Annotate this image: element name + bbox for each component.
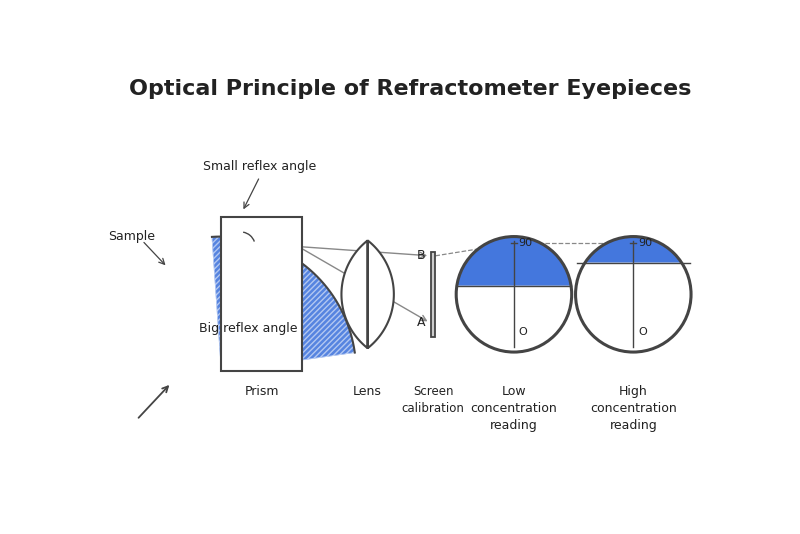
Polygon shape	[457, 237, 571, 286]
Bar	[222, 217, 302, 371]
Text: Optical Principle of Refractometer Eyepieces: Optical Principle of Refractometer Eyepi…	[129, 78, 691, 99]
Text: Big reflex angle: Big reflex angle	[199, 323, 298, 335]
Text: Screen
calibration: Screen calibration	[402, 385, 465, 415]
Text: Small reflex angle: Small reflex angle	[203, 160, 317, 174]
Polygon shape	[212, 237, 354, 371]
Text: Prism: Prism	[245, 385, 279, 398]
Polygon shape	[342, 240, 394, 348]
Text: 90: 90	[518, 239, 533, 248]
Text: Sample: Sample	[108, 230, 155, 243]
Text: O: O	[638, 327, 646, 337]
Text: B: B	[417, 249, 426, 262]
Text: High
concentration
reading: High concentration reading	[590, 385, 677, 432]
Text: Low
concentration
reading: Low concentration reading	[470, 385, 558, 432]
Text: A: A	[417, 316, 426, 329]
Text: 90: 90	[638, 239, 652, 248]
Text: O: O	[518, 327, 527, 337]
Polygon shape	[585, 237, 682, 263]
Bar	[430, 252, 435, 336]
Text: Lens: Lens	[354, 385, 382, 398]
